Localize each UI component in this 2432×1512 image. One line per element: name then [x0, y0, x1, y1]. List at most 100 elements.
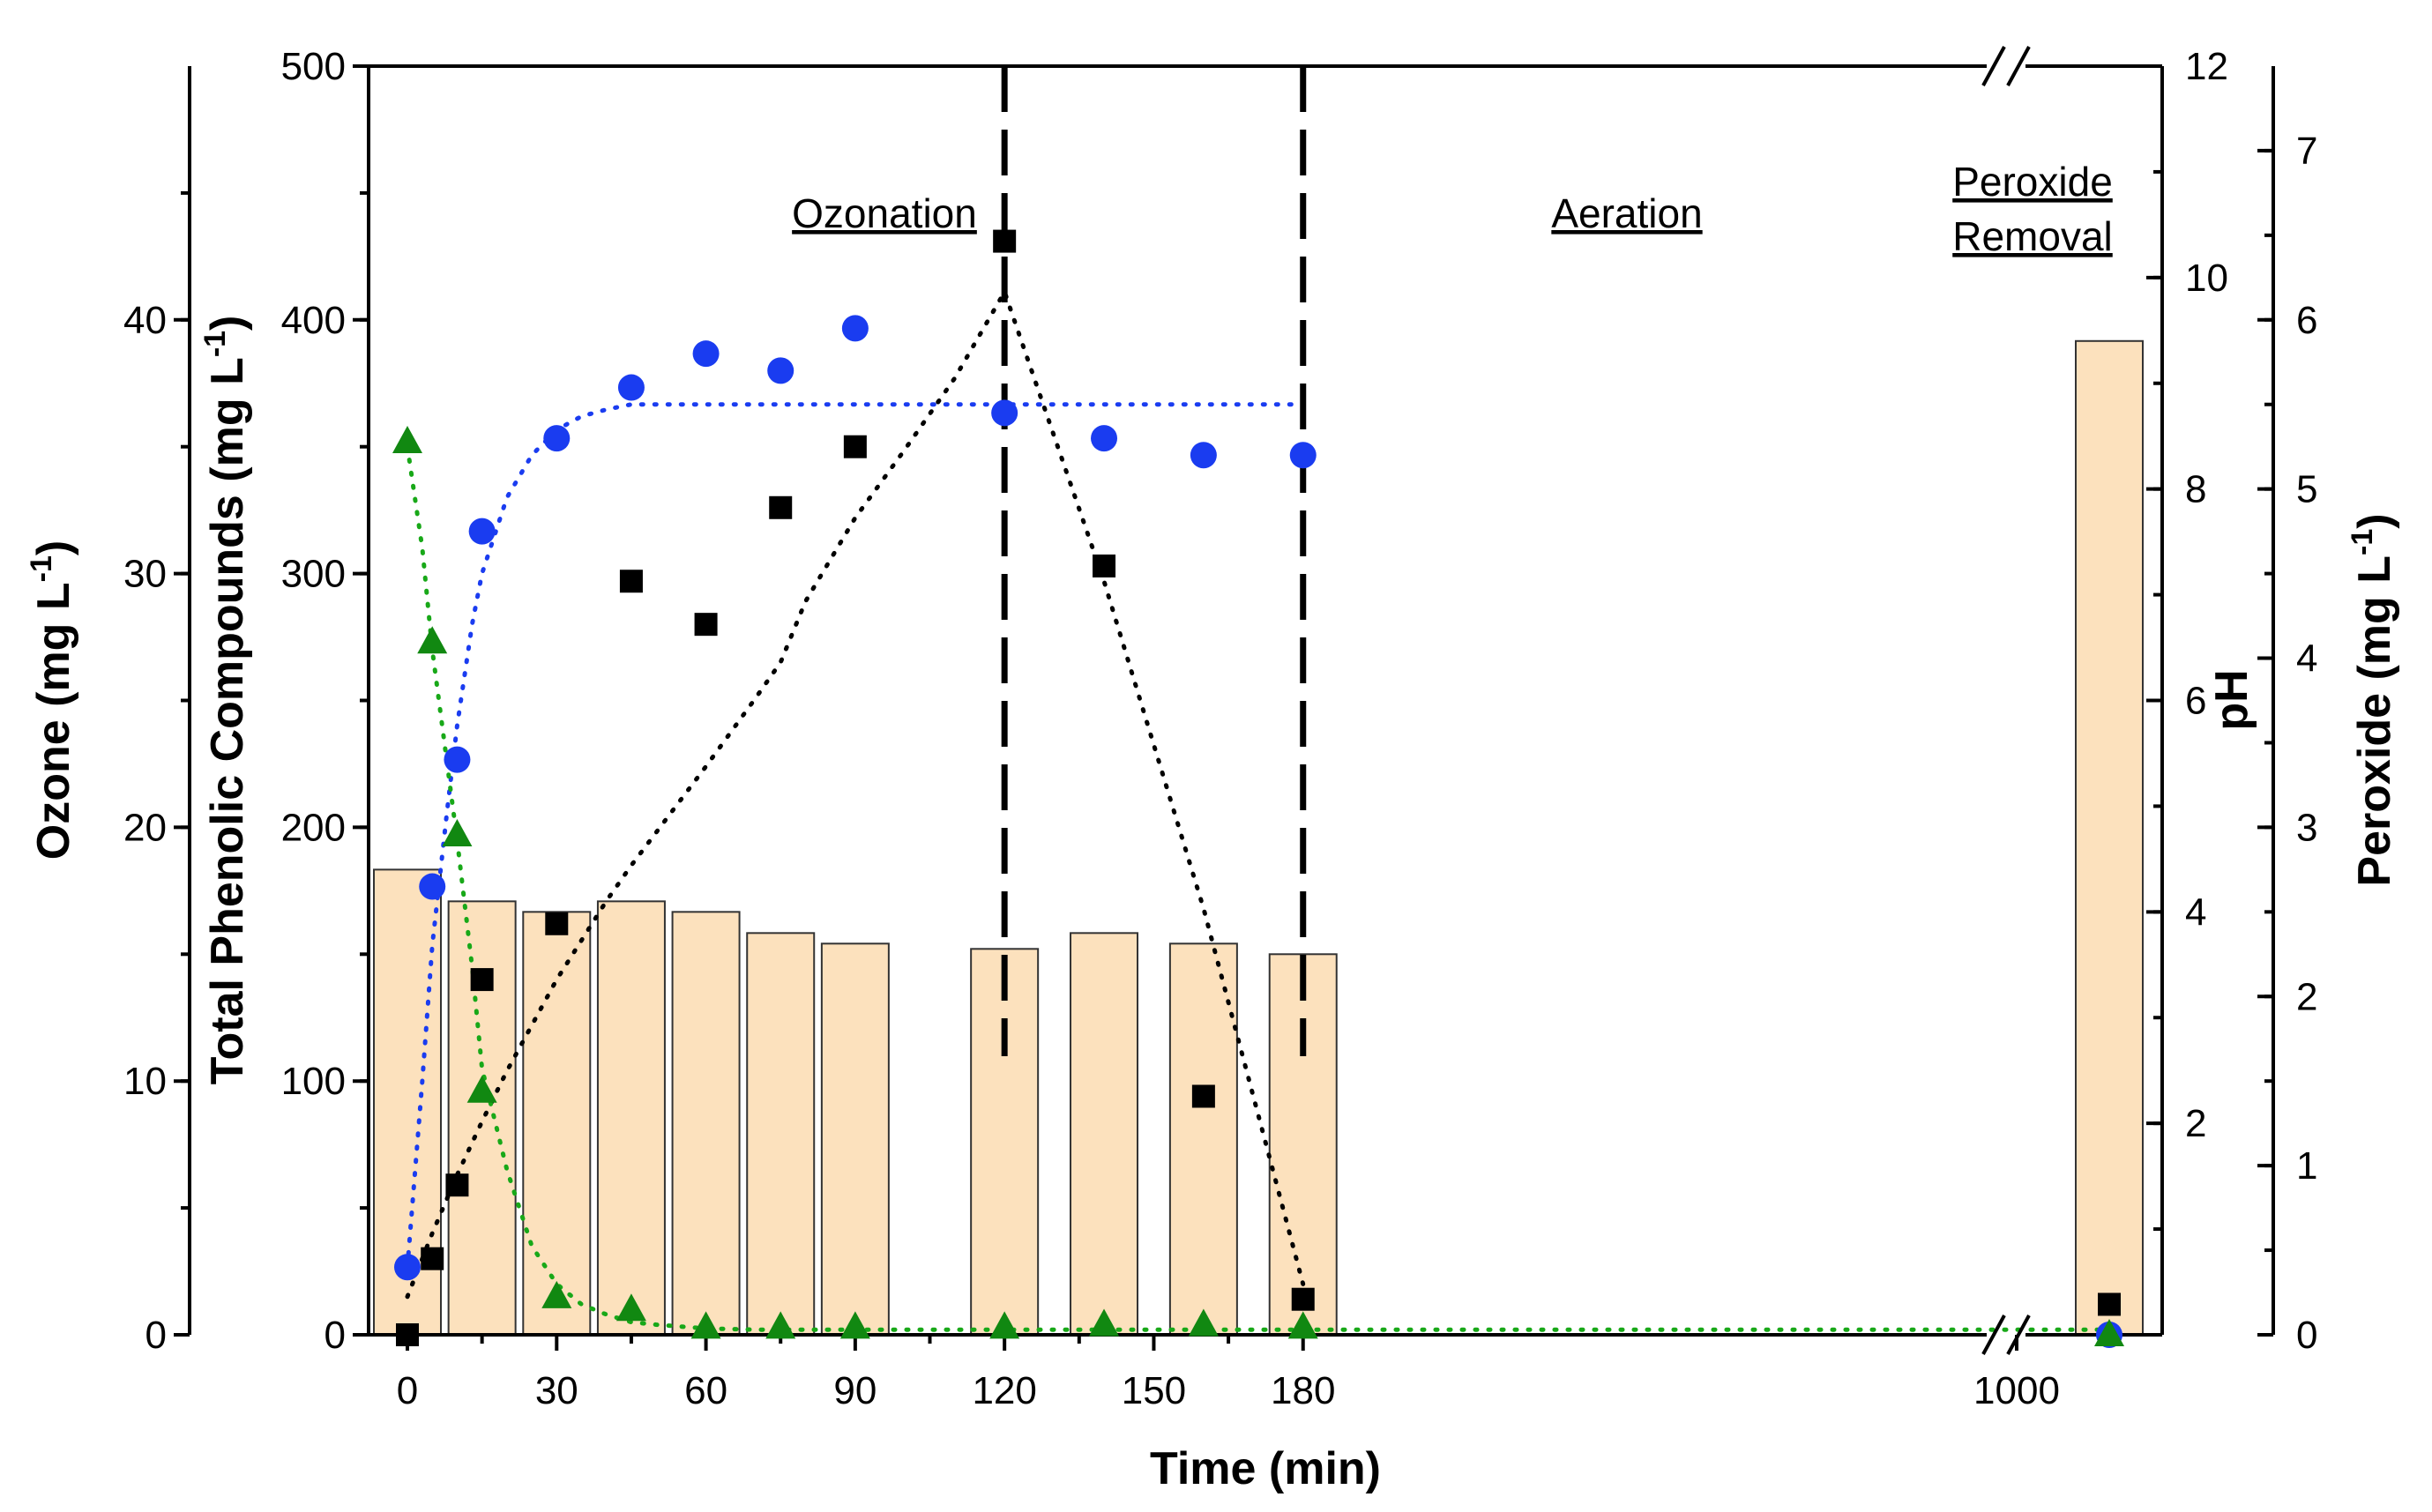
peroxide-tick-label: 7 — [2296, 130, 2317, 173]
peroxide-point — [841, 315, 869, 342]
phase-label-peroxide: Peroxide — [1952, 159, 2113, 205]
phase-label-removal: Removal — [1952, 213, 2113, 259]
ph-bar — [522, 911, 592, 1337]
peroxide-tick-label: 1 — [2296, 1144, 2317, 1188]
ph-tick-label: 2 — [2185, 1102, 2206, 1145]
x-tick-label: 90 — [833, 1369, 877, 1412]
ozone-point — [690, 1311, 721, 1339]
x-tick-label: 60 — [684, 1369, 727, 1412]
ozone-point — [466, 1075, 497, 1103]
ozone-point — [1089, 1308, 1120, 1337]
phenolic-point — [396, 1323, 419, 1346]
ozone-point — [1287, 1311, 1318, 1339]
phenolic-trend-line — [405, 287, 1306, 1300]
peroxide-point — [1289, 442, 1317, 469]
ph-tick-label: 10 — [2185, 257, 2228, 300]
phenolic-point — [619, 570, 643, 593]
phenolic-point — [1093, 554, 1116, 577]
phenolic-tick-label: 200 — [281, 806, 346, 849]
ph-bar — [596, 900, 666, 1336]
ozone-point — [615, 1293, 646, 1322]
ph-axis-title: pH — [2206, 669, 2257, 730]
peroxide-point — [543, 425, 571, 452]
phenolic-point — [445, 1173, 469, 1197]
ozone-point — [541, 1280, 572, 1308]
peroxide-point — [394, 1254, 421, 1281]
x-tick-label: 0 — [397, 1369, 418, 1412]
phase-label-ozonation: Ozonation — [792, 190, 977, 236]
phenolic-point — [545, 912, 569, 935]
phenolic-tick-label: 400 — [281, 299, 346, 342]
ozone-tick-label: 10 — [123, 1060, 167, 1103]
peroxide-point — [767, 357, 795, 384]
ph-bar — [1268, 953, 1338, 1337]
peroxide-tick-label: 3 — [2296, 806, 2317, 849]
peroxide-point — [1091, 425, 1118, 452]
ph-bar — [746, 932, 816, 1336]
ph-bar — [820, 942, 890, 1337]
ozone-point — [1188, 1308, 1219, 1337]
ph-bar — [671, 911, 741, 1337]
ph-bar — [970, 948, 1040, 1337]
ph-tick-label: 4 — [2185, 890, 2206, 934]
x-axis-break-mark — [1981, 1315, 2006, 1355]
x-axis-title: Time (min) — [1150, 1443, 1381, 1494]
ozone-axis-title: Ozone (mg L-1) — [25, 540, 79, 860]
ph-tick-label: 6 — [2185, 680, 2206, 723]
x-tick-label: 180 — [1271, 1369, 1335, 1412]
bars-layer — [373, 339, 2144, 1337]
peroxide-point — [468, 518, 496, 545]
ozone-tick-label: 0 — [145, 1314, 167, 1357]
ozone-point — [2094, 1319, 2124, 1346]
peroxide-tick-label: 5 — [2296, 468, 2317, 511]
ozone-point — [765, 1311, 796, 1339]
x-tick-label: 150 — [1122, 1369, 1186, 1412]
x-tick-label: 30 — [535, 1369, 578, 1412]
ozone-tick-label: 30 — [123, 553, 167, 596]
points-layer — [392, 229, 2124, 1348]
top-axis-break-mark — [1981, 46, 2006, 86]
ph-tick-label: 12 — [2185, 45, 2228, 88]
ozone-point — [839, 1311, 870, 1339]
x-tick-label: 1000 — [1973, 1369, 2060, 1412]
phenolic-tick-label: 0 — [325, 1314, 346, 1357]
ph-bar — [1168, 942, 1238, 1337]
x-tick-label: 120 — [972, 1369, 1036, 1412]
phenolic-point — [1291, 1287, 1315, 1311]
ozone-point — [442, 819, 473, 847]
phase-dividers — [1001, 66, 1307, 1056]
phase-label-aeration: Aeration — [1551, 190, 1702, 236]
labels-layer: 0 30 60 90 120 150 180 100001002003004005000102… — [25, 45, 2400, 1494]
peroxide-point — [444, 746, 471, 773]
phenolic-point — [421, 1247, 444, 1270]
ozone-tick-label: 20 — [123, 806, 167, 849]
phenolic-tick-label: 500 — [281, 45, 346, 88]
phenolic-tick-label: 300 — [281, 553, 346, 596]
ozone-tick-label: 40 — [123, 299, 167, 342]
phenolic-point — [470, 968, 494, 992]
peroxide-tick-label: 0 — [2296, 1314, 2317, 1357]
ozone-point — [392, 425, 422, 453]
top-axis-break-mark — [2006, 46, 2031, 86]
ph-bar — [2075, 339, 2144, 1336]
phenolic-axis-title: Total Phenolic Compounds (mg L-1) — [198, 316, 253, 1085]
phenolic-point — [694, 613, 718, 637]
ph-bar — [447, 900, 517, 1336]
ph-tick-label: 8 — [2185, 468, 2206, 511]
ozone-point — [989, 1311, 1020, 1339]
peroxide-point — [692, 340, 720, 368]
phenolic-point — [769, 495, 793, 519]
peroxide-point — [1190, 442, 1217, 469]
peroxide-point — [991, 399, 1018, 427]
phenolic-point — [993, 229, 1017, 253]
peroxide-point — [419, 873, 446, 900]
peroxide-point — [617, 374, 645, 401]
phenolic-point — [2098, 1292, 2121, 1316]
phenolic-point — [843, 435, 867, 458]
phenolic-tick-label: 100 — [281, 1060, 346, 1103]
peroxide-tick-label: 2 — [2296, 975, 2317, 1018]
peroxide-axis-title: Peroxide (mg L-1) — [2346, 513, 2400, 886]
ozone-point — [417, 626, 448, 654]
peroxide-tick-label: 6 — [2296, 299, 2317, 342]
